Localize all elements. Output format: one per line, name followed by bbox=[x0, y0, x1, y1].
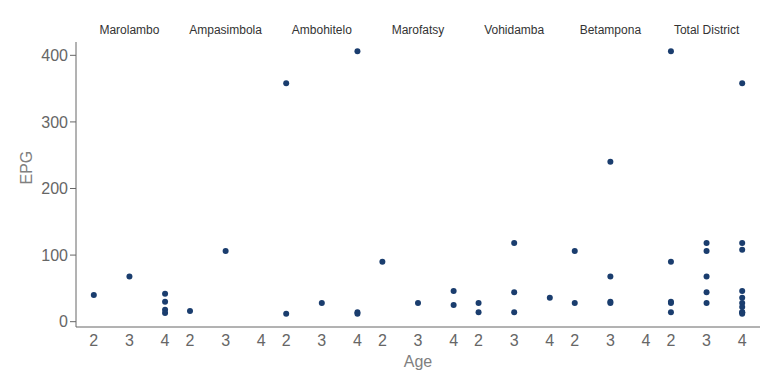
svg-text:100: 100 bbox=[41, 247, 68, 264]
svg-text:Marofatsy: Marofatsy bbox=[392, 23, 445, 37]
svg-text:Vohidamba: Vohidamba bbox=[484, 23, 544, 37]
svg-text:EPG: EPG bbox=[18, 151, 35, 185]
svg-text:400: 400 bbox=[41, 47, 68, 64]
svg-text:3: 3 bbox=[702, 332, 711, 349]
svg-text:Marolambo: Marolambo bbox=[99, 23, 159, 37]
svg-text:200: 200 bbox=[41, 180, 68, 197]
svg-text:4: 4 bbox=[738, 332, 747, 349]
svg-text:3: 3 bbox=[510, 332, 519, 349]
svg-text:Total District: Total District bbox=[674, 23, 740, 37]
svg-text:2: 2 bbox=[89, 332, 98, 349]
svg-text:Ampasimbola: Ampasimbola bbox=[189, 23, 262, 37]
svg-text:300: 300 bbox=[41, 114, 68, 131]
svg-text:3: 3 bbox=[125, 332, 134, 349]
svg-text:0: 0 bbox=[59, 313, 68, 330]
svg-text:4: 4 bbox=[161, 332, 170, 349]
svg-text:3: 3 bbox=[317, 332, 326, 349]
svg-text:Age: Age bbox=[404, 353, 433, 370]
svg-text:4: 4 bbox=[353, 332, 362, 349]
svg-text:2: 2 bbox=[474, 332, 483, 349]
svg-text:2: 2 bbox=[666, 332, 675, 349]
svg-text:2: 2 bbox=[570, 332, 579, 349]
svg-text:2: 2 bbox=[282, 332, 291, 349]
svg-text:4: 4 bbox=[449, 332, 458, 349]
svg-text:4: 4 bbox=[545, 332, 554, 349]
svg-text:2: 2 bbox=[378, 332, 387, 349]
svg-text:3: 3 bbox=[221, 332, 230, 349]
svg-text:3: 3 bbox=[414, 332, 423, 349]
svg-text:3: 3 bbox=[606, 332, 615, 349]
svg-text:Ambohitelo: Ambohitelo bbox=[292, 23, 352, 37]
svg-text:Betampona: Betampona bbox=[580, 23, 642, 37]
svg-text:2: 2 bbox=[186, 332, 195, 349]
svg-text:4: 4 bbox=[257, 332, 266, 349]
svg-text:4: 4 bbox=[642, 332, 651, 349]
